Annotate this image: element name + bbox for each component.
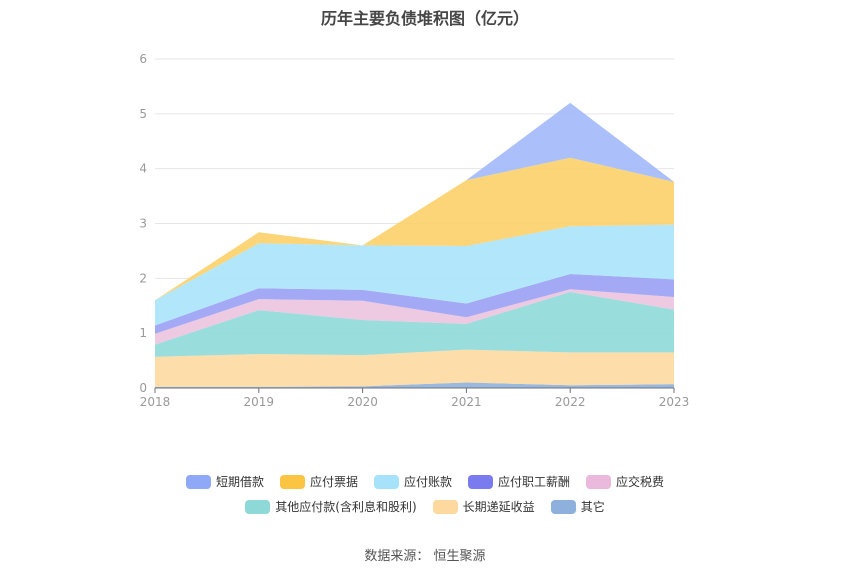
legend-label: 应付票据 [309,475,358,489]
legend-label: 长期递延收益 [462,500,535,514]
legend-swatch [432,499,458,514]
y-tick-label: 0 [139,381,147,395]
legend-label: 其他应付款(含利息和股利) [275,500,417,514]
legend-label: 应付职工薪酬 [498,475,571,489]
x-tick-label: 2018 [140,395,171,409]
area-series-应付票据 [155,157,674,301]
legend-label: 应付账款 [403,475,452,489]
area-series-应付职工薪酬 [155,273,674,334]
x-tick-label: 2019 [244,395,275,409]
legend-label: 短期借款 [215,475,264,489]
legend-label: 其它 [580,500,605,514]
legend-item[interactable]: 应付职工薪酬 [468,473,570,490]
legend-item[interactable]: 长期递延收益 [432,498,535,515]
x-tick-label: 2021 [451,395,482,409]
x-tick-label: 2020 [347,395,378,409]
legend-swatch [550,499,576,514]
area-series [155,102,674,388]
legend-item[interactable]: 应交税费 [586,473,664,490]
y-tick-label: 1 [139,326,147,340]
data-source: 数据来源： 恒生聚源 [364,549,486,564]
legend-item[interactable]: 其它 [550,498,605,515]
legend-swatch [586,474,612,489]
x-tick-label: 2022 [555,395,586,409]
y-tick-label: 2 [139,271,147,285]
legend-item[interactable]: 短期借款 [185,473,264,490]
legend-swatch [373,474,399,489]
area-series-短期借款 [155,102,674,301]
area-series-其它 [155,382,674,388]
area-series-长期递延收益 [155,349,674,387]
y-tick-label: 6 [139,52,147,66]
legend-row-1: 短期借款 应付票据 应付账款 应付职工薪酬 应交税费 [0,473,850,490]
legend-item[interactable]: 应付票据 [279,473,358,490]
legend-swatch [468,474,493,489]
x-tick-label: 2023 [659,395,690,409]
legend-swatch [245,499,271,514]
y-tick-label: 3 [139,217,147,231]
legend-swatch [185,474,211,489]
legend-item[interactable]: 应付账款 [373,473,452,490]
y-tick-label: 5 [139,107,147,121]
legend-swatch [279,474,305,489]
chart-title: 历年主要负债堆积图（亿元） [320,9,529,28]
legend-item[interactable]: 其他应付款(含利息和股利) [245,498,417,515]
y-tick-label: 4 [139,162,147,176]
area-series-应付账款 [155,224,674,326]
area-series-应交税费 [155,289,674,345]
area-series-其他应付款(含利息和股利) [155,292,674,357]
legend: 短期借款 应付票据 应付账款 应付职工薪酬 应交税费 其他应付款(含利息和股利) 长期递延… [0,473,850,523]
legend-row-2: 其他应付款(含利息和股利) 长期递延收益 其它 [0,498,850,515]
legend-label: 应交税费 [616,475,665,489]
axes: 0 1 2 3 4 5 6 2018 2019 2020 2021 2022 2023 [139,52,689,409]
